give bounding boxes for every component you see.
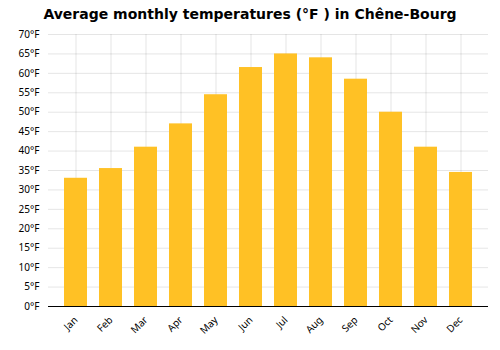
svg-text:Mar: Mar [127, 313, 150, 336]
svg-text:30°F: 30°F [19, 182, 40, 196]
svg-text:10°F: 10°F [19, 260, 40, 274]
svg-text:45°F: 45°F [19, 124, 40, 138]
svg-text:50°F: 50°F [19, 104, 40, 118]
svg-text:Feb: Feb [93, 313, 115, 335]
svg-text:65°F: 65°F [19, 46, 40, 60]
svg-text:15°F: 15°F [19, 240, 40, 254]
svg-text:Aug: Aug [302, 313, 325, 336]
svg-text:Nov: Nov [407, 312, 431, 336]
svg-text:25°F: 25°F [19, 202, 40, 216]
svg-text:Jun: Jun [234, 313, 255, 334]
svg-text:40°F: 40°F [19, 143, 40, 157]
svg-text:55°F: 55°F [19, 85, 40, 99]
svg-text:0°F: 0°F [24, 299, 39, 313]
svg-text:Sep: Sep [338, 313, 360, 335]
svg-text:70°F: 70°F [19, 27, 40, 41]
svg-text:Jan: Jan [60, 313, 81, 334]
svg-text:May: May [196, 312, 221, 337]
svg-text:5°F: 5°F [24, 279, 39, 293]
svg-text:60°F: 60°F [19, 66, 40, 80]
svg-text:35°F: 35°F [19, 163, 40, 177]
svg-text:20°F: 20°F [19, 221, 40, 235]
svg-text:Apr: Apr [164, 313, 186, 335]
svg-text:Jul: Jul [272, 313, 291, 332]
svg-text:Oct: Oct [374, 313, 396, 335]
svg-text:Dec: Dec [443, 313, 466, 336]
html-text:Average monthly temperatures (: Average monthly temperatures (°F ) in Ch… [43, 6, 457, 22]
